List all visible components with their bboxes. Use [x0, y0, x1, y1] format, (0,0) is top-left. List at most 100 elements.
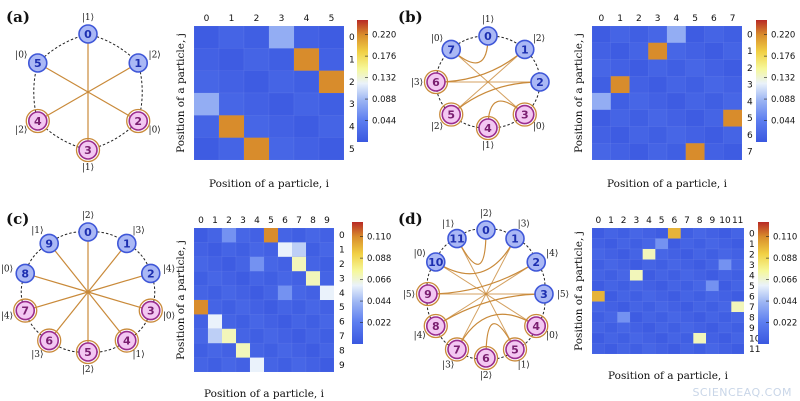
panel-a-ring-diagram: 0 |1⟩ 1 |2⟩ 2 |0⟩ 3 |1⟩ 4 |2⟩ 5 |0⟩	[15, 13, 161, 173]
site-label: 6	[482, 352, 490, 365]
heatmap-cell	[705, 259, 719, 271]
site-node: 1	[116, 233, 137, 254]
heatmap-data-cell	[610, 76, 630, 93]
heatmap-cell	[680, 301, 694, 313]
heatmap-data-cell	[208, 328, 222, 344]
heatmap-cell	[617, 238, 631, 250]
site-label: 2	[134, 115, 142, 128]
site-label: 8	[432, 320, 440, 333]
colorbar-tick-label: 0.220	[771, 31, 795, 41]
y-tick-label: 6	[749, 292, 755, 302]
site-circle	[425, 252, 446, 272]
site-label: 10	[428, 256, 444, 269]
heatmap-cell	[655, 311, 669, 323]
heatmap-cell	[629, 59, 649, 77]
heatmap-cell	[221, 342, 237, 358]
site-node: 3	[512, 102, 537, 127]
x-tick-label: 3	[240, 216, 246, 226]
heatmap-cell	[617, 269, 631, 281]
heatmap-cell	[704, 143, 724, 161]
heatmap-cell	[263, 270, 279, 286]
site-label: 2	[536, 76, 544, 89]
heatmap-cell	[193, 25, 220, 49]
heatmap-cell	[693, 322, 707, 334]
heatmap-cell	[629, 109, 649, 127]
heatmap-cell	[193, 48, 220, 71]
heatmap-cell	[291, 357, 307, 373]
heatmap-cell	[249, 227, 265, 243]
heatmap-cell	[193, 270, 209, 286]
heatmap-data-cell	[278, 285, 292, 300]
site-label: 4	[123, 335, 131, 348]
site-node: 9	[415, 281, 441, 307]
panel-a-heatmap: 0 1 2 3 4 5 0 1 2 3 4 5 Position of a particle, i Pos…	[175, 14, 396, 190]
heatmap-cell	[591, 143, 611, 161]
heatmap-cell	[277, 256, 293, 272]
heatmap-cell	[666, 126, 686, 144]
heatmap-cell	[629, 76, 649, 94]
heatmap-cell	[235, 256, 251, 272]
heatmap-cell	[591, 25, 611, 43]
heatmap-cell	[277, 227, 293, 243]
site-circle	[27, 53, 48, 73]
y-tick-label: 9	[749, 324, 755, 334]
site-label: 5	[84, 346, 92, 359]
heatmap-cell	[610, 126, 630, 144]
heatmap-cell	[723, 76, 743, 94]
site-node: 5	[502, 337, 528, 362]
heatmap-cell	[235, 357, 251, 373]
heatmap-cell	[693, 269, 707, 281]
panel-b-ring-diagram: 0 |1⟩ 1 |2⟩ 2 3 |0⟩ 4 |1⟩ 5 |2⟩ 6 |3⟩ 7 |0⟩	[411, 15, 550, 151]
site-node: 4	[25, 108, 50, 134]
state-ket-label: |1⟩	[31, 226, 43, 236]
heatmap-cell	[591, 238, 605, 250]
colorbar-tick-label: 0.066	[367, 276, 391, 286]
heatmap-cell	[610, 109, 630, 127]
heatmap-cell	[629, 227, 643, 239]
colorbar-tick-label: 0.022	[773, 319, 797, 329]
heatmap-cell	[629, 259, 643, 271]
heatmap-cell	[291, 328, 307, 344]
site-node: 2	[140, 263, 161, 284]
site-circle	[441, 104, 462, 125]
heatmap-cell	[705, 301, 719, 313]
x-tick-label: 4	[254, 216, 260, 226]
site-label: 0	[84, 226, 92, 239]
heatmap-cell	[221, 314, 237, 330]
heatmap-cell	[249, 328, 265, 344]
heatmap-cell	[680, 322, 694, 334]
y-tick-label: 0	[339, 231, 345, 241]
coupling-curve	[456, 313, 537, 350]
heatmap-cell	[305, 256, 321, 272]
heatmap-cell	[291, 227, 307, 243]
site-label: 4	[484, 122, 492, 135]
heatmap-cell	[277, 342, 293, 358]
site-label: 7	[453, 343, 461, 356]
heatmap-cell	[655, 248, 669, 260]
site-label: 6	[45, 335, 53, 348]
site-node: 6	[37, 328, 62, 353]
heatmap-cell	[705, 332, 719, 344]
site-circle	[505, 339, 525, 360]
heatmap-cell	[680, 259, 694, 271]
heatmap-cell	[617, 259, 631, 271]
site-circle	[128, 111, 149, 131]
heatmap-data-cell	[668, 228, 681, 239]
heatmap-cell	[655, 343, 669, 355]
heatmap-cell	[648, 109, 668, 127]
heatmap-data-cell	[731, 301, 744, 312]
state-ket-label: |5⟩	[403, 290, 415, 300]
x-tick-label: 5	[659, 216, 665, 226]
heatmap-cell	[319, 256, 335, 272]
heatmap-cell	[193, 314, 209, 330]
x-tick-label: 9	[709, 216, 715, 226]
heatmap-data-cell	[236, 343, 250, 358]
state-ket-label: |2⟩	[15, 126, 27, 136]
heatmap-cell	[318, 25, 345, 49]
coupling-curve	[456, 238, 516, 350]
site-node: 5	[27, 53, 48, 73]
heatmap-cell	[693, 301, 707, 313]
heatmap-cell	[277, 328, 293, 344]
heatmap-cell	[263, 328, 279, 344]
site-label: 4	[532, 320, 540, 333]
